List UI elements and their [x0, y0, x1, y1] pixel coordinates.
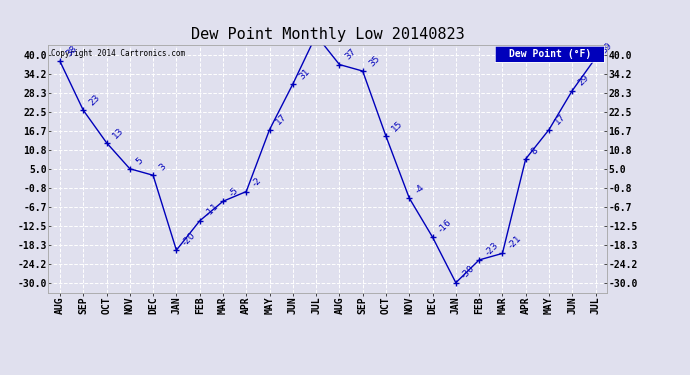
Text: -30: -30 [460, 263, 477, 280]
Text: 38: 38 [64, 44, 79, 58]
Text: 46: 46 [0, 374, 1, 375]
Text: 3: 3 [157, 162, 168, 172]
Text: -5: -5 [227, 186, 240, 198]
Text: Copyright 2014 Cartronics.com: Copyright 2014 Cartronics.com [51, 49, 185, 58]
Text: -4: -4 [413, 183, 426, 195]
Text: -16: -16 [437, 217, 453, 234]
Text: -11: -11 [204, 201, 221, 218]
Text: 17: 17 [274, 112, 288, 127]
Text: -20: -20 [181, 231, 197, 248]
Text: -21: -21 [506, 234, 523, 250]
Text: 37: 37 [344, 47, 358, 62]
Text: -2: -2 [250, 176, 263, 189]
Text: 13: 13 [110, 125, 125, 140]
Text: 23: 23 [88, 93, 102, 107]
Text: 29: 29 [576, 74, 591, 88]
Text: -23: -23 [483, 240, 500, 257]
Text: 8: 8 [530, 146, 540, 156]
Text: 35: 35 [367, 54, 382, 68]
Text: 5: 5 [134, 156, 144, 166]
Text: 39: 39 [600, 41, 614, 55]
Title: Dew Point Monthly Low 20140823: Dew Point Monthly Low 20140823 [191, 27, 464, 42]
Text: 15: 15 [390, 119, 404, 134]
Text: 31: 31 [297, 67, 311, 81]
Text: 17: 17 [553, 112, 568, 127]
